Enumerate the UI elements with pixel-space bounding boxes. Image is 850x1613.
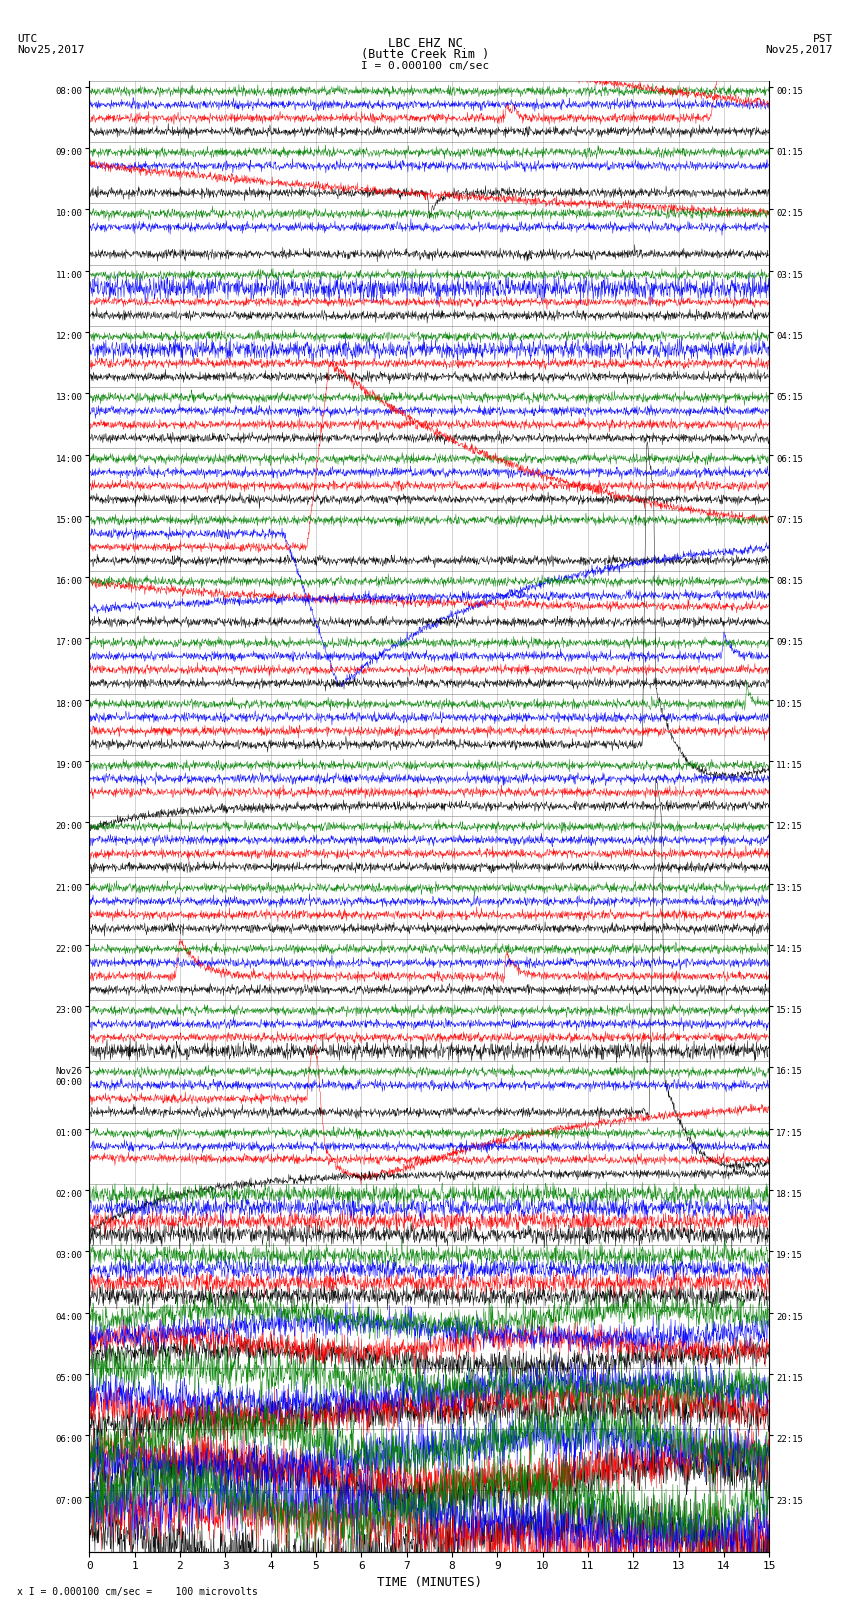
Text: UTC: UTC — [17, 34, 37, 44]
Text: Nov25,2017: Nov25,2017 — [766, 45, 833, 55]
Text: (Butte Creek Rim ): (Butte Creek Rim ) — [361, 48, 489, 61]
Text: PST: PST — [813, 34, 833, 44]
Text: x I = 0.000100 cm/sec =    100 microvolts: x I = 0.000100 cm/sec = 100 microvolts — [17, 1587, 258, 1597]
Text: LBC EHZ NC: LBC EHZ NC — [388, 37, 462, 50]
X-axis label: TIME (MINUTES): TIME (MINUTES) — [377, 1576, 482, 1589]
Text: I = 0.000100 cm/sec: I = 0.000100 cm/sec — [361, 61, 489, 71]
Text: Nov25,2017: Nov25,2017 — [17, 45, 84, 55]
